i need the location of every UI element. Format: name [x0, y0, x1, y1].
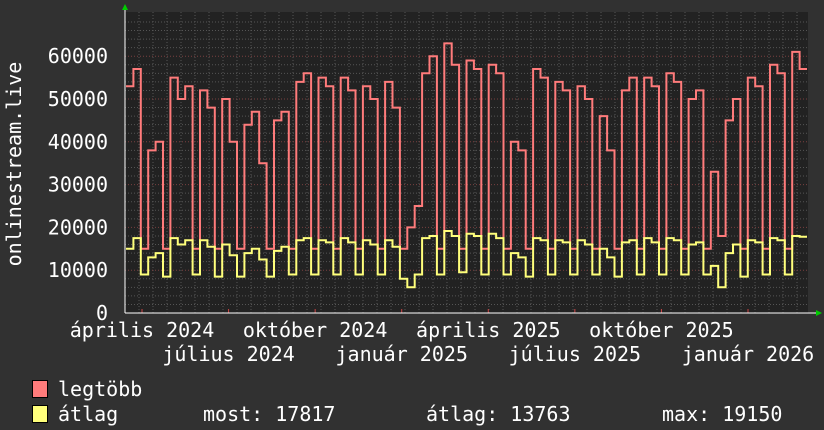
stat-now: most: 17817 — [203, 402, 336, 426]
y-tick-label: 50000 — [48, 87, 108, 111]
x-tick-label: január 2025 — [335, 342, 467, 366]
series-line-avg — [126, 230, 807, 289]
x-tick-label: július 2024 — [162, 342, 294, 366]
y-tick-label: 10000 — [48, 258, 108, 282]
y-axis-arrow-icon — [122, 4, 128, 10]
y-tick-label: 30000 — [48, 173, 108, 197]
stat-average: átlag: 13763 — [426, 402, 571, 426]
y-tick-label: 60000 — [48, 44, 108, 68]
legend-avg-label: átlag — [58, 402, 119, 426]
legend-item-avg: átlag — [32, 403, 118, 426]
y-tick-label: 20000 — [48, 215, 108, 239]
x-tick-label: július 2025 — [509, 342, 641, 366]
series-line-max — [126, 42, 807, 250]
y-tick-label: 0 — [96, 301, 108, 325]
legend-item-max: legtöbb — [32, 378, 142, 401]
x-tick-label: április 2024 — [70, 318, 215, 342]
x-axis-arrow-icon — [816, 310, 822, 316]
avg-swatch — [32, 405, 48, 423]
y-tick-label: 40000 — [48, 130, 108, 154]
y-axis-label: onlinestream.live — [2, 61, 26, 267]
legend-max-label: legtöbb — [58, 377, 143, 401]
x-tick-label: január 2026 — [682, 342, 814, 366]
stat-max: max: 19150 — [662, 402, 783, 426]
x-tick-label: október 2024 — [243, 318, 388, 342]
x-tick-label: október 2025 — [589, 318, 734, 342]
x-tick-label: április 2025 — [416, 318, 561, 342]
max-swatch — [32, 380, 48, 398]
chart: 0 10000 20000 30000 40000 50000 60000 április 2… — [48, 4, 822, 366]
